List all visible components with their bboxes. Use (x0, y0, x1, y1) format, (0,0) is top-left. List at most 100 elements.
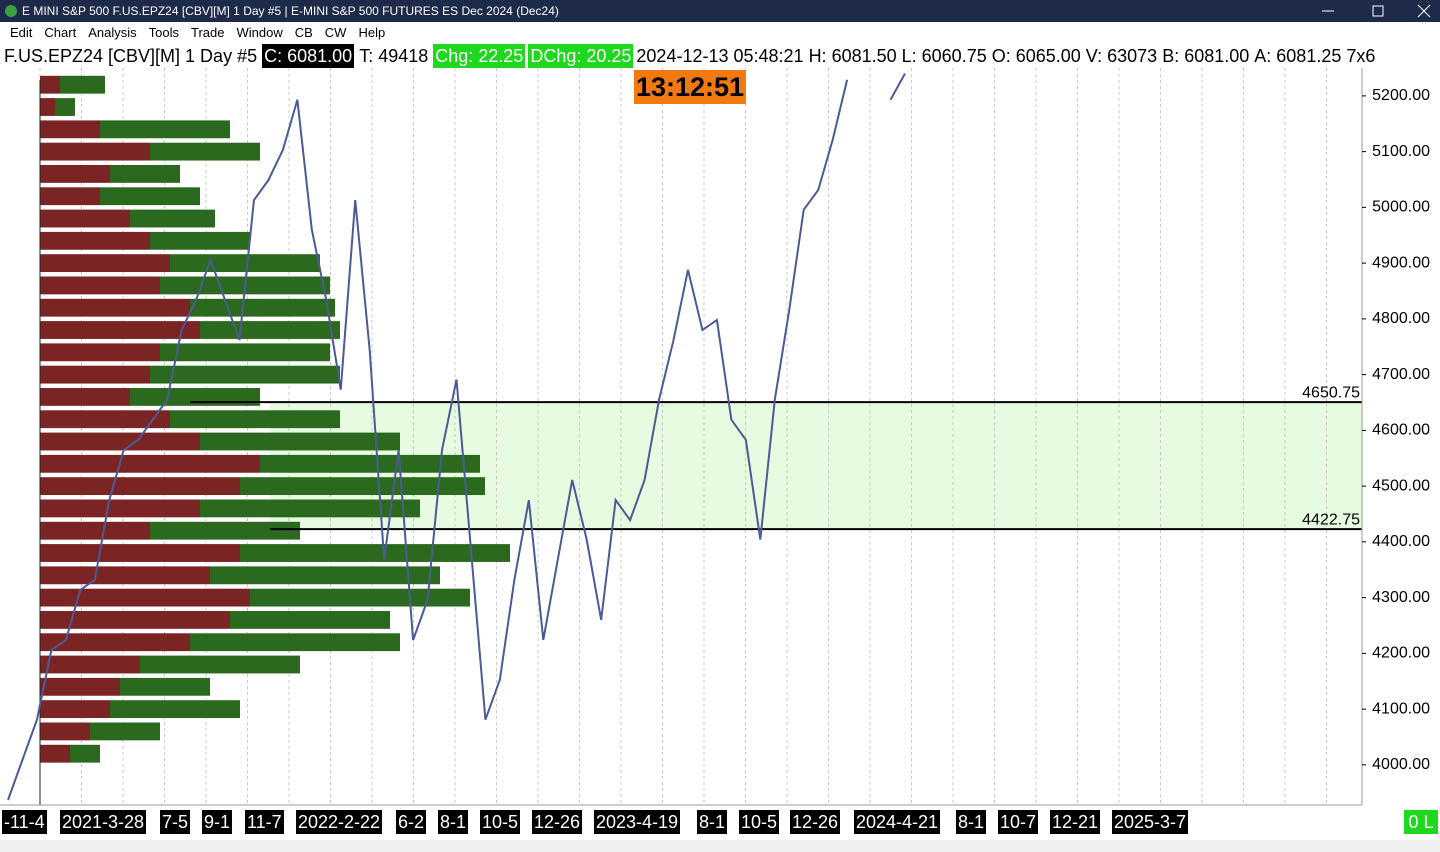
y-tick-label: 4500.00 (1372, 477, 1430, 494)
y-tick-label: 4600.00 (1372, 422, 1430, 439)
title-bar: E MINI S&P 500 F.US.EPZ24 [CBV][M] 1 Day… (0, 0, 1440, 22)
info-item: L: 6060.75 (901, 46, 987, 66)
y-tick-label: 4900.00 (1372, 254, 1430, 271)
window-title: E MINI S&P 500 F.US.EPZ24 [CBV][M] 1 Day… (22, 4, 559, 18)
x-tick-label: 10-7 (998, 810, 1039, 834)
profile-sell-bar (40, 343, 160, 362)
profile-sell-bar (40, 744, 70, 763)
profile-sell-bar (40, 365, 150, 384)
menu-item[interactable]: Analysis (88, 25, 137, 40)
profile-sell-bar (40, 98, 55, 116)
x-tick-label: 8-1 (956, 810, 987, 834)
window-controls[interactable] (1310, 0, 1440, 22)
x-tick-label: 10-5 (480, 810, 521, 834)
info-item: A: 6081.25 (1254, 46, 1342, 66)
profile-sell-bar (40, 700, 110, 719)
profile-buy-bar (110, 700, 240, 719)
profile-buy-bar (250, 588, 470, 607)
scrollbar (0, 840, 1440, 852)
info-item: #5 (237, 46, 258, 66)
profile-sell-bar (40, 142, 150, 161)
profile-buy-bar (240, 477, 485, 496)
y-tick-label: 4300.00 (1372, 589, 1430, 606)
profile-buy-bar (150, 142, 260, 161)
profile-sell-bar (40, 321, 200, 339)
profile-sell-bar (40, 276, 160, 295)
menu-item[interactable]: Edit (10, 25, 33, 40)
menu-item[interactable]: CW (324, 25, 347, 40)
info-item: DChg: 20.25 (528, 44, 634, 68)
profile-buy-bar (200, 321, 340, 339)
status-indicator: 0 L (1404, 810, 1438, 834)
profile-sell-bar (40, 477, 240, 496)
x-tick-label: 2023-4-19 (594, 810, 681, 834)
profile-buy-bar (210, 566, 440, 585)
x-tick-label: 2021-3-28 (60, 810, 147, 834)
profile-buy-bar (190, 298, 335, 317)
profile-buy-bar (90, 722, 160, 741)
info-item: T: 49418 (359, 46, 429, 66)
profile-buy-bar (110, 165, 180, 183)
x-tick-label: 2024-4-21 (854, 810, 941, 834)
profile-sell-bar (40, 677, 120, 696)
profile-buy-bar (200, 499, 420, 518)
profile-buy-bar (170, 410, 340, 429)
info-item: F.US.EPZ24 [CBV][M] (4, 46, 181, 66)
x-tick-label: 2022-2-22 (296, 810, 383, 834)
profile-sell-bar (40, 722, 90, 741)
menu-item[interactable]: Window (236, 25, 283, 40)
x-tick-label: 12-21 (1050, 810, 1101, 834)
y-tick-label: 4000.00 (1372, 756, 1430, 773)
profile-sell-bar (40, 387, 130, 406)
profile-buy-bar (230, 610, 390, 629)
x-tick-label: 6-2 (396, 810, 427, 834)
y-tick-label: 4100.00 (1372, 700, 1430, 717)
profile-sell-bar (40, 120, 100, 139)
profile-buy-bar (55, 98, 75, 116)
menu-bar: Edit Chart Analysis Tools Trade Window CB CW Hel… (0, 22, 1440, 44)
info-item: 2024-12-13 05:48:21 (636, 46, 804, 66)
profile-sell-bar (40, 231, 150, 250)
level-label: 4422.75 (1302, 511, 1360, 528)
menu-item[interactable]: CB (294, 25, 313, 40)
profile-sell-bar (40, 544, 240, 562)
profile-sell-bar (40, 610, 230, 629)
x-tick-label: 11-7 (245, 810, 284, 834)
menu-item[interactable]: Chart (44, 25, 77, 40)
level-label: 4650.75 (1302, 384, 1360, 401)
profile-sell-bar (40, 521, 150, 540)
profile-sell-bar (40, 499, 200, 518)
profile-buy-bar (190, 633, 400, 652)
x-tick-label: 7-5 (160, 810, 191, 834)
x-tick-label: 12-26 (790, 810, 841, 834)
price-line (7, 79, 849, 801)
menu-item[interactable]: Help (358, 25, 386, 40)
profile-sell-bar (40, 254, 170, 273)
x-tick-label: 2025-3-7 (1112, 810, 1189, 834)
profile-buy-bar (100, 187, 200, 206)
y-tick-label: 4400.00 (1372, 533, 1430, 550)
profile-sell-bar (40, 432, 200, 451)
y-tick-label: 5100.00 (1372, 143, 1430, 160)
profile-buy-bar (150, 365, 340, 384)
x-tick-label: 9-1 (202, 810, 233, 834)
x-tick-label: 8-1 (438, 810, 469, 834)
profile-sell-bar (40, 454, 260, 473)
profile-buy-bar (240, 544, 510, 562)
profile-buy-bar (130, 209, 215, 228)
profile-buy-bar (170, 254, 320, 273)
profile-sell-bar (40, 410, 170, 429)
profile-buy-bar (60, 75, 105, 94)
y-tick-label: 4800.00 (1372, 310, 1430, 327)
app-icon (5, 5, 17, 17)
price-line (889, 73, 906, 101)
menu-item[interactable]: Trade (190, 25, 225, 40)
profile-sell-bar (40, 655, 140, 674)
profile-sell-bar (40, 633, 190, 652)
profile-buy-bar (200, 432, 400, 451)
menu-item[interactable]: Tools (148, 25, 179, 40)
info-item: H: 6081.50 (808, 46, 897, 66)
profile-sell-bar (40, 187, 100, 206)
profile-buy-bar (150, 231, 250, 250)
